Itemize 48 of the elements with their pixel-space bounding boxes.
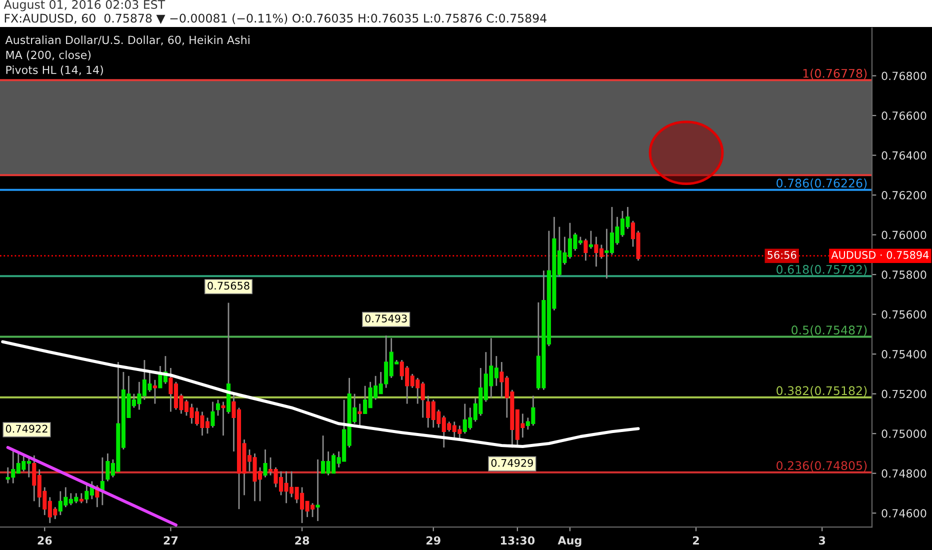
y-tick-label: 0.75800 [882,270,926,279]
candlestick [152,379,157,404]
ref-line-label: 0.618(0.75792) [776,264,867,276]
x-tick-label: 26 [38,536,52,545]
candlestick [316,458,320,522]
chart-title: FX:AUDUSD, 60 0.75878 ▼ −0.00081 (−0.11%) O:0.76035 H:0.76035 L:0.75876 C:0.75894 [4,14,546,24]
ref-line-label: AUDUSD · 0.75894 [831,251,929,259]
annotation: 0.75658 [208,282,250,290]
x-tick-label: 27 [164,536,178,544]
ref-line-label: 0.786(0.76226) [776,178,867,189]
y-tick-label: 0.76800 [882,72,926,80]
y-tick-label: 0.76600 [882,111,926,120]
y-tick-label: 0.75600 [882,310,926,319]
candlestick [358,403,362,426]
annotation: 0.74922 [6,424,48,433]
x-tick-label: 3 [818,536,826,545]
annotation: 56:56 [768,251,796,259]
ref-line-label: 0.5(0.75487) [792,325,867,336]
x-tick-label: 28 [295,536,310,545]
line-series [1,340,640,448]
x-tick-label: 13:30 [500,536,535,545]
text: Australian Dollar/U.S. Dollar, 60, Heikin Ashi [5,36,250,46]
y-tick-label: 0.74600 [882,509,926,518]
annotation: 0.74929 [491,458,533,467]
x-tick-label: 29 [426,536,440,545]
ref-line-label: 1(0.76778) [803,68,867,80]
x-tick-label: 2 [693,536,699,544]
y-tick-label: 0.75000 [882,430,926,438]
y-tick-label: 0.75400 [882,350,926,358]
candlestick [588,230,593,250]
y-tick-label: 0.75200 [882,390,926,398]
candlestick [263,448,268,478]
candlestick [584,238,588,262]
ref-line-label: 0.382(0.75182) [776,386,867,396]
annotation: 0.75493 [365,314,407,322]
candlestick [210,401,215,428]
candlestick [79,492,84,504]
y-tick-label: 0.74800 [882,469,926,478]
candlestick [221,401,226,436]
text: MA (200, close) [6,50,91,60]
candlestick [216,399,220,416]
y-tick-label: 0.76200 [882,191,926,200]
ref-line-label: 0.236(0.74805) [776,460,867,472]
y-tick-label: 0.76400 [882,151,926,160]
y-tick-label: 0.76000 [882,230,926,240]
text: August 01, 2016 02:03 EST [4,0,166,12]
annotation: Pivots HL (14, 14) [6,65,103,76]
x-tick-label: Aug [558,536,582,547]
